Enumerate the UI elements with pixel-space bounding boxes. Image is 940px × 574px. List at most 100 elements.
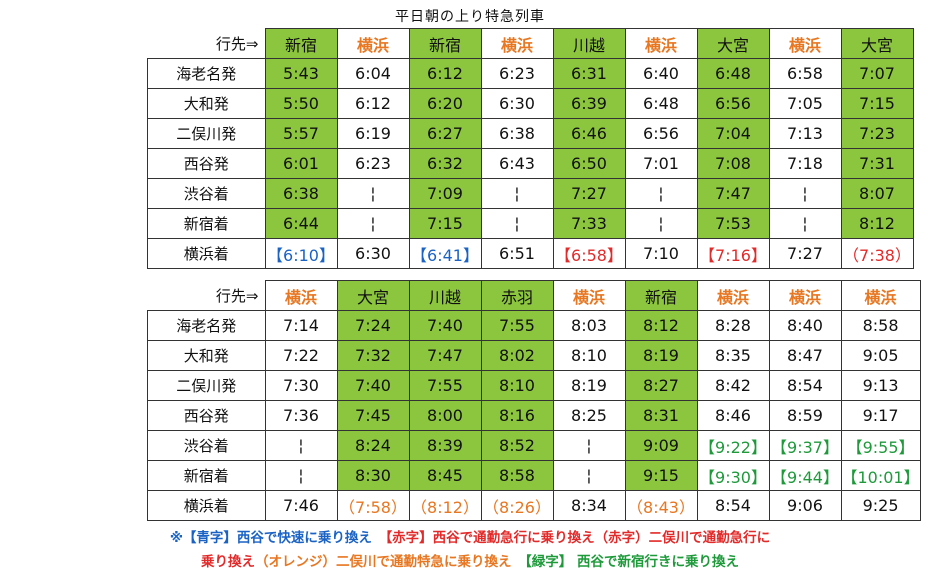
station-label: 大和発 xyxy=(147,340,266,371)
table-row: 横浜着 7:46 （7:58） （8:12） （8:26） 8:34 （8:43） 8:54 9… xyxy=(147,490,921,521)
time-cell: 8:39 xyxy=(408,430,482,461)
time-cell: 6:12 xyxy=(408,58,482,89)
station-label: 横浜着 xyxy=(147,490,266,521)
time-cell: 8:46 xyxy=(696,400,770,431)
time-cell: 7:27 xyxy=(552,178,626,209)
destination-2: 新宿 xyxy=(408,28,482,59)
time-cell: 【6:58】 xyxy=(552,238,626,269)
time-cell: 6:56 xyxy=(696,88,770,119)
time-cell: 6:40 xyxy=(624,58,698,89)
destination-1: 大宮 xyxy=(336,280,410,311)
time-cell: 9:13 xyxy=(840,370,921,401)
station-label: 新宿着 xyxy=(147,208,266,239)
destination-3: 赤羽 xyxy=(480,280,554,311)
page-title: 平日朝の上り特急列車 xyxy=(395,9,545,25)
time-cell: 8:12 xyxy=(840,208,914,239)
time-cell: 7:55 xyxy=(408,370,482,401)
time-cell: 【10:01】 xyxy=(840,460,921,491)
destination-8: 大宮 xyxy=(840,28,914,59)
station-label: 渋谷着 xyxy=(147,178,266,209)
time-cell: ¦ xyxy=(264,460,338,491)
time-cell: 8:00 xyxy=(408,400,482,431)
time-cell: 6:23 xyxy=(336,148,410,179)
time-cell: 6:27 xyxy=(408,118,482,149)
time-cell: 【9:22】 xyxy=(696,430,770,461)
time-cell: 8:58 xyxy=(480,460,554,491)
destination-1: 横浜 xyxy=(336,28,410,59)
time-cell: 7:14 xyxy=(264,310,338,341)
time-cell: 8:59 xyxy=(768,400,842,431)
table-row: 二俣川発 5:57 6:19 6:27 6:38 6:46 6:56 7:04 7:13 7:23 xyxy=(147,118,914,149)
timetable-late: 行先⇒ 横浜 大宮 川越 赤羽 横浜 新宿 横浜 横浜 横浜 海老名発 7:14 7:24 7:40 7:5… xyxy=(147,280,921,521)
time-cell: 7:08 xyxy=(696,148,770,179)
table-row: 渋谷着 ¦ 8:24 8:39 8:52 ¦ 9:09 【9:22】 【9:37】 【9:55】 xyxy=(147,430,921,461)
time-cell: 8:30 xyxy=(336,460,410,491)
legend-line-1: ※【青字】西谷で快速に乗り換え 【赤字】西谷で通勤急行に乗り換え（赤字）二俣川で… xyxy=(0,526,940,546)
time-cell: 9:09 xyxy=(624,430,698,461)
time-cell: 9:06 xyxy=(768,490,842,521)
time-cell: 8:10 xyxy=(480,370,554,401)
time-cell: 6:12 xyxy=(336,88,410,119)
time-cell: 8:40 xyxy=(768,310,842,341)
destination-4: 横浜 xyxy=(552,280,626,311)
destination-7: 横浜 xyxy=(768,280,842,311)
time-cell: 7:53 xyxy=(696,208,770,239)
legend-segment: （オレンジ）二俣川で通勤特急に乗り換え xyxy=(255,554,512,570)
destination-7: 横浜 xyxy=(768,28,842,59)
table-row: 大和発 7:22 7:32 7:47 8:02 8:10 8:19 8:35 8:47 9:05 xyxy=(147,340,921,371)
time-cell: 7:04 xyxy=(696,118,770,149)
time-cell: 7:30 xyxy=(264,370,338,401)
time-cell: 6:19 xyxy=(336,118,410,149)
time-cell: 6:20 xyxy=(408,88,482,119)
time-cell: 7:31 xyxy=(840,148,914,179)
time-cell: 8:03 xyxy=(552,310,626,341)
time-cell: 8:12 xyxy=(624,310,698,341)
time-cell: 7:47 xyxy=(696,178,770,209)
time-cell: ¦ xyxy=(336,178,410,209)
time-cell: （8:26） xyxy=(480,490,554,521)
time-cell: 7:15 xyxy=(408,208,482,239)
time-cell: ¦ xyxy=(624,208,698,239)
time-cell: 6:58 xyxy=(768,58,842,89)
table-row: 横浜着 【6:10】 6:30 【6:41】 6:51 【6:58】 7:10 【7:16】 7… xyxy=(147,238,914,269)
time-cell: 6:50 xyxy=(552,148,626,179)
time-cell: 9:17 xyxy=(840,400,921,431)
legend-segment: 乗り換え xyxy=(201,554,256,570)
time-cell: 7:24 xyxy=(336,310,410,341)
time-cell: 6:46 xyxy=(552,118,626,149)
table-row: 渋谷着 6:38 ¦ 7:09 ¦ 7:27 ¦ 7:47 ¦ 8:07 xyxy=(147,178,914,209)
table-row: 海老名発 7:14 7:24 7:40 7:55 8:03 8:12 8:28 8:40 8:58 xyxy=(147,310,921,341)
station-label: 海老名発 xyxy=(147,58,266,89)
time-cell: 8:42 xyxy=(696,370,770,401)
time-cell: 6:39 xyxy=(552,88,626,119)
station-label: 大和発 xyxy=(147,88,266,119)
time-cell: ¦ xyxy=(768,178,842,209)
time-cell: （8:12） xyxy=(408,490,482,521)
legend-segment: ※【青字】西谷で快速に乗り換え xyxy=(169,530,386,546)
time-cell: ¦ xyxy=(624,178,698,209)
time-cell: 8:52 xyxy=(480,430,554,461)
station-label: 渋谷着 xyxy=(147,430,266,461)
destination-6: 横浜 xyxy=(696,280,770,311)
time-cell: ¦ xyxy=(264,430,338,461)
station-label: 海老名発 xyxy=(147,310,266,341)
table-row: 西谷発 6:01 6:23 6:32 6:43 6:50 7:01 7:08 7:18 7:31 xyxy=(147,148,914,179)
time-cell: ¦ xyxy=(480,208,554,239)
header-row: 行先⇒ 横浜 大宮 川越 赤羽 横浜 新宿 横浜 横浜 横浜 xyxy=(148,280,921,311)
table-row: 海老名発 5:43 6:04 6:12 6:23 6:31 6:40 6:48 6:58 7:07 xyxy=(147,58,914,89)
time-cell: 【9:30】 xyxy=(696,460,770,491)
time-cell: 7:09 xyxy=(408,178,482,209)
time-cell: 9:05 xyxy=(840,340,921,371)
time-cell: 6:32 xyxy=(408,148,482,179)
table-row: 新宿着 ¦ 8:30 8:45 8:58 ¦ 9:15 【9:30】 【9:44】 【10:01】 xyxy=(147,460,921,491)
time-cell: 7:55 xyxy=(480,310,554,341)
time-cell: 【9:44】 xyxy=(768,460,842,491)
time-cell: 7:36 xyxy=(264,400,338,431)
time-cell: 6:31 xyxy=(552,58,626,89)
time-cell: 6:04 xyxy=(336,58,410,89)
time-cell: 6:51 xyxy=(480,238,554,269)
time-cell: 8:54 xyxy=(696,490,770,521)
station-label: 西谷発 xyxy=(147,148,266,179)
time-cell: 7:18 xyxy=(768,148,842,179)
station-label: 二俣川発 xyxy=(147,370,266,401)
